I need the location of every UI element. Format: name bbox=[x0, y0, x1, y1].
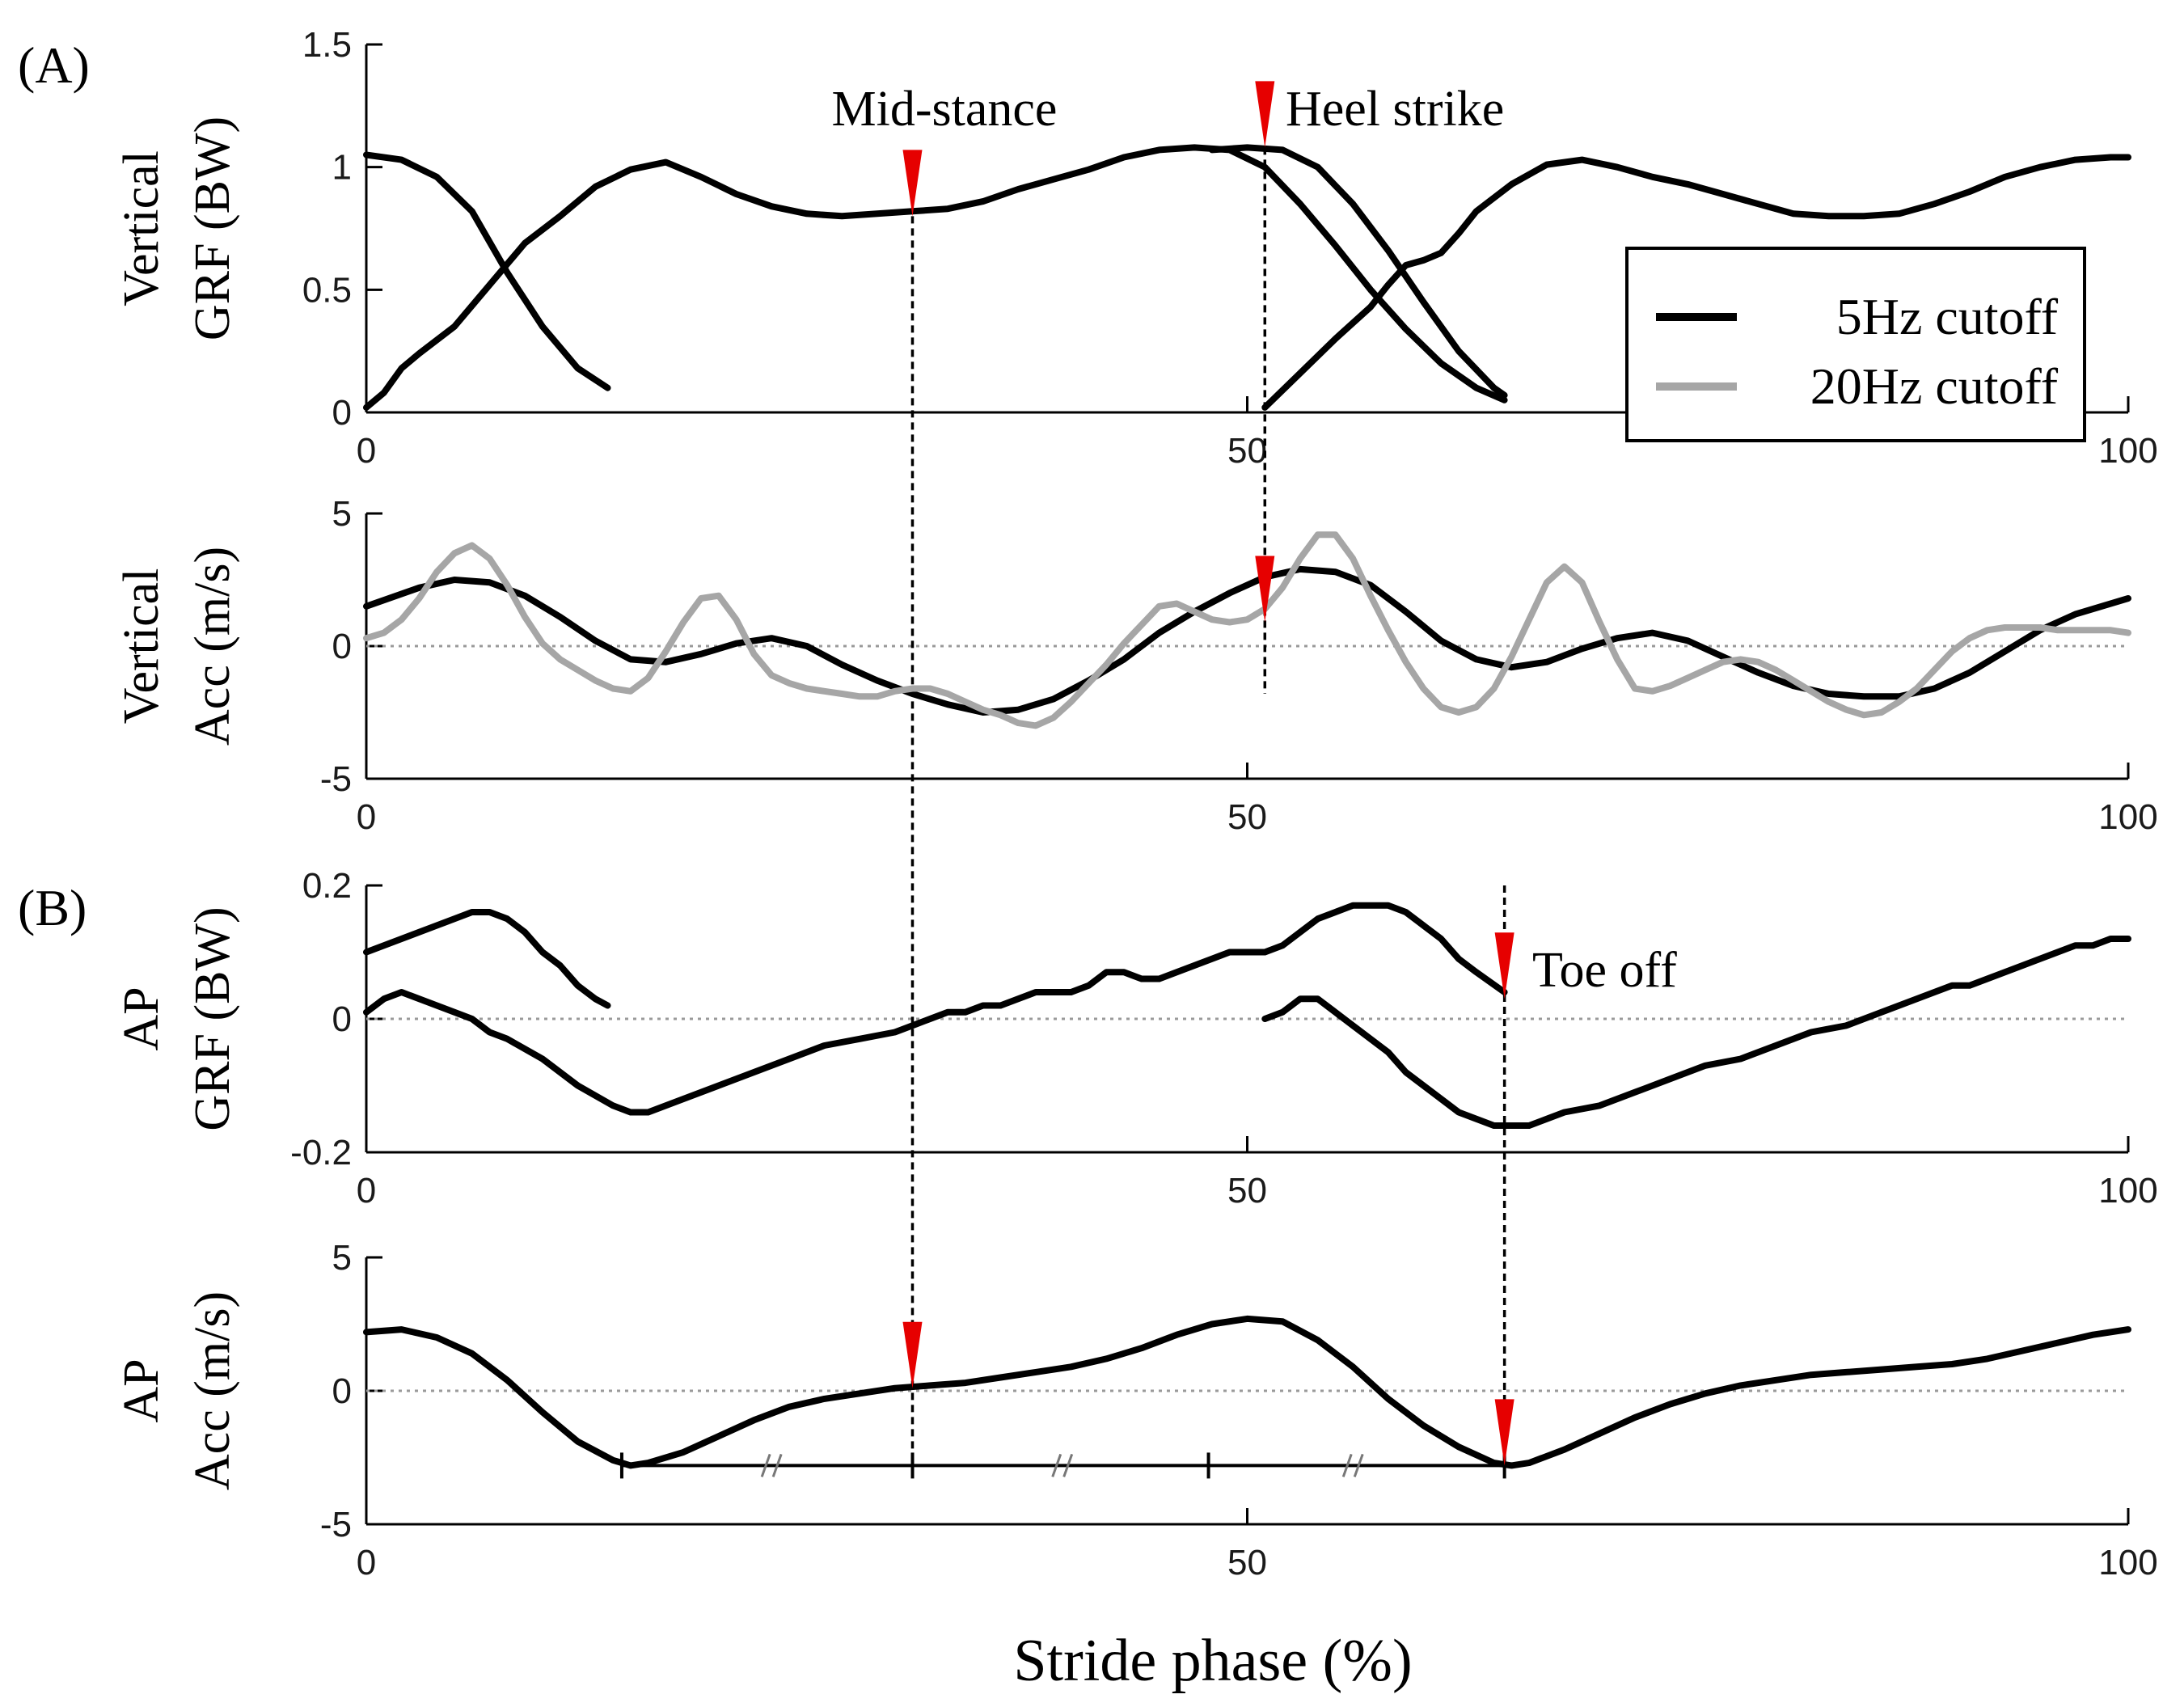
panel-vertical_grf: 0 0.5 1 1.5 0 50 100 Vertical GRF (BW) bbox=[114, 25, 2158, 471]
x-tick-label: 50 bbox=[1227, 1543, 1267, 1582]
series-layer bbox=[363, 144, 2131, 1479]
y-axis-label-line1: AP bbox=[114, 987, 169, 1050]
event-marker-ap_acc-1 bbox=[1494, 1399, 1514, 1466]
mid-stance-label: Mid-stance bbox=[832, 82, 1058, 137]
series-line-vertical_acc-0 bbox=[363, 565, 2131, 716]
toe-off-label: Toe off bbox=[1532, 943, 1677, 998]
y-tick-label: 0.5 bbox=[302, 270, 352, 310]
x-tick-label: 50 bbox=[1227, 797, 1267, 837]
event-marker-vertical_grf-1 bbox=[1255, 81, 1275, 148]
x-tick-label: 0 bbox=[357, 797, 376, 837]
y-tick-label: 5 bbox=[332, 494, 352, 534]
y-tick-label: 0 bbox=[332, 1371, 352, 1411]
guide-lines-layer bbox=[910, 147, 1506, 1466]
legend-label-20hz: 20Hz cutoff bbox=[1810, 357, 2059, 415]
legend: 5Hz cutoff 20Hz cutoff bbox=[1625, 247, 2086, 442]
interval-break-mark bbox=[1341, 1453, 1353, 1477]
interval-break-mark bbox=[771, 1453, 783, 1477]
series-line-ap_grf-0 bbox=[363, 909, 611, 1009]
y-axis-label: AP Acc (m/s) bbox=[114, 1291, 240, 1490]
x-tick-label: 100 bbox=[2098, 797, 2157, 837]
y-axis-label-line1: AP bbox=[114, 1358, 169, 1422]
event-marker-vertical_grf-0 bbox=[902, 150, 923, 217]
y-tick-label: -5 bbox=[320, 759, 352, 799]
event-marker-ap_acc-0 bbox=[902, 1321, 923, 1388]
series-line-ap_grf-1 bbox=[363, 902, 1508, 1116]
interval-break-mark bbox=[1353, 1453, 1364, 1477]
x-tick-label: 50 bbox=[1227, 431, 1267, 471]
series-line-ap_grf-2 bbox=[1261, 936, 2131, 1129]
y-axis-label-line2: Acc (m/s) bbox=[185, 547, 240, 746]
x-tick-label: 100 bbox=[2098, 1543, 2157, 1582]
y-tick-label: 0 bbox=[332, 393, 352, 433]
y-axis-label: AP GRF (BW) bbox=[114, 906, 240, 1130]
series-line-vertical_grf-0 bbox=[363, 151, 611, 391]
legend-box bbox=[1625, 247, 2086, 442]
markers-layer bbox=[902, 81, 1514, 1466]
x-tick-label: 100 bbox=[2098, 1171, 2157, 1211]
x-tick-label: 0 bbox=[357, 1543, 376, 1582]
event-marker-ap_grf-0 bbox=[1494, 932, 1514, 999]
x-tick-label: 0 bbox=[357, 431, 376, 471]
y-axis-label-line1: Vertical bbox=[114, 150, 169, 306]
x-tick-label: 0 bbox=[357, 1171, 376, 1211]
event-marker-vertical_acc-0 bbox=[1255, 556, 1275, 623]
y-tick-label: 5 bbox=[332, 1238, 352, 1278]
heel-strike-label: Heel strike bbox=[1286, 82, 1504, 137]
interval-break-mark bbox=[760, 1453, 771, 1477]
y-tick-label: 0 bbox=[332, 627, 352, 666]
y-tick-label: 1 bbox=[332, 148, 352, 188]
y-axis-label-line2: Acc (m/s) bbox=[185, 1291, 240, 1490]
x-tick-label: 100 bbox=[2098, 431, 2157, 471]
series-line-ap_acc-0 bbox=[363, 1315, 2131, 1469]
panel-b-label: (B) bbox=[18, 879, 87, 936]
series-line-vertical_grf-3 bbox=[1208, 144, 1508, 399]
y-tick-label: 0 bbox=[332, 999, 352, 1039]
y-axis-label-line2: GRF (BW) bbox=[185, 906, 240, 1130]
y-tick-label: 0.2 bbox=[302, 866, 352, 906]
y-axis-label-line1: Vertical bbox=[114, 568, 169, 725]
interval-break-mark bbox=[1051, 1453, 1062, 1477]
x-tick-label: 50 bbox=[1227, 1171, 1267, 1211]
y-tick-label: -5 bbox=[320, 1505, 352, 1544]
y-tick-label: -0.2 bbox=[290, 1133, 352, 1173]
x-axis-label: Stride phase (%) bbox=[1013, 1628, 1412, 1694]
y-axis-label-line2: GRF (BW) bbox=[185, 116, 240, 340]
panel-a-label: (A) bbox=[18, 36, 90, 94]
interval-break-mark bbox=[1062, 1453, 1074, 1477]
legend-label-5hz: 5Hz cutoff bbox=[1836, 288, 2059, 345]
series-line-vertical_acc-1 bbox=[363, 531, 2131, 729]
y-axis-label: Vertical Acc (m/s) bbox=[114, 547, 240, 746]
y-tick-label: 1.5 bbox=[302, 25, 352, 65]
y-axis-label: Vertical GRF (BW) bbox=[114, 116, 240, 340]
